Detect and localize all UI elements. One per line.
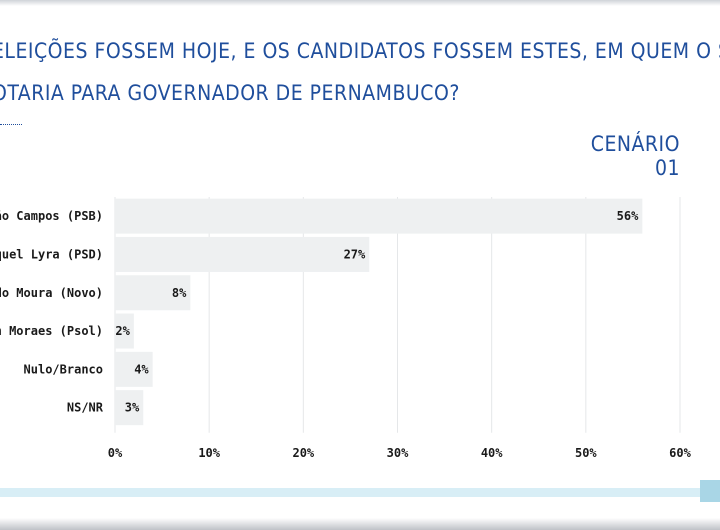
bottom-accent-stripe: [0, 488, 720, 497]
bar: [115, 198, 643, 234]
scenario-label: CENÁRIO 01: [590, 132, 680, 180]
bottom-frame-edge: [0, 518, 720, 530]
question-line-2: OTARIA PARA GOVERNADOR DE PERNAMBUCO?: [0, 81, 460, 105]
category-label: João Campos (PSB): [0, 209, 103, 223]
x-tick-label: 40%: [481, 446, 503, 460]
bar: [115, 275, 191, 311]
bar: [115, 390, 144, 426]
value-label: 3%: [125, 401, 140, 415]
value-label: 8%: [172, 286, 187, 300]
category-label: Raquel Lyra (PSD): [0, 247, 103, 261]
category-label: ardo Moura (Novo): [0, 286, 103, 300]
x-tick-label: 0%: [108, 446, 123, 460]
bar: [115, 236, 370, 272]
category-label: Nulo/Branco: [24, 362, 103, 376]
category-label: lvan Moraes (Psol): [0, 324, 103, 338]
value-label: 27%: [344, 247, 366, 261]
question-line-1: ELEIÇÕES FOSSEM HOJE, E OS CANDIDATOS FO…: [0, 39, 720, 63]
category-label: NS/NR: [67, 401, 104, 415]
value-label: 2%: [115, 324, 130, 338]
bottom-accent-tab: [700, 480, 720, 502]
value-label: 4%: [134, 362, 149, 376]
bar: [115, 313, 134, 349]
x-tick-label: 10%: [198, 446, 220, 460]
value-label: 56%: [617, 209, 639, 223]
x-tick-label: 20%: [292, 446, 314, 460]
x-tick-label: 30%: [387, 446, 409, 460]
bar: [115, 351, 153, 387]
survey-question: ELEIÇÕES FOSSEM HOJE, E OS CANDIDATOS FO…: [0, 30, 720, 114]
x-tick-label: 50%: [575, 446, 597, 460]
top-frame-edge: [0, 0, 720, 6]
x-tick-label: 60%: [669, 446, 691, 460]
dotted-divider: [0, 124, 22, 125]
